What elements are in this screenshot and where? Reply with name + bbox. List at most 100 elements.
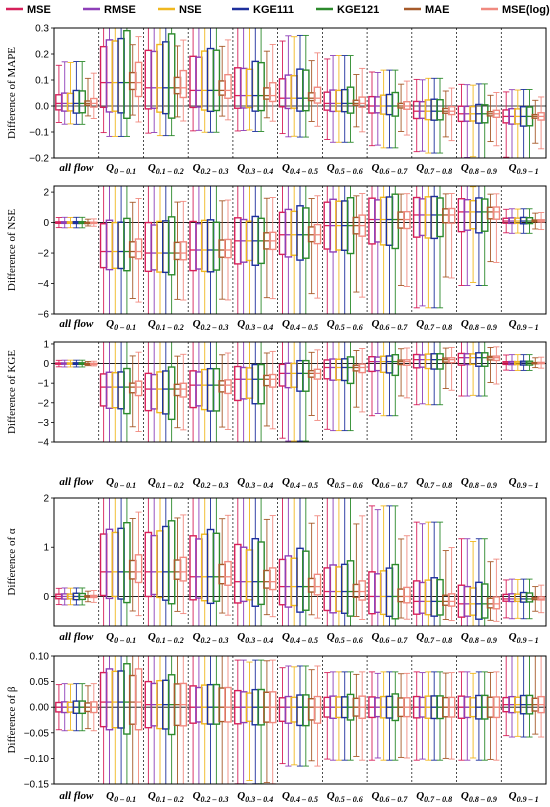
box-nse-cat5	[290, 497, 298, 627]
y-tick-label: 2	[43, 188, 49, 199]
y-axis-label: Difference of β	[6, 686, 18, 753]
box-kge121-cat9	[480, 185, 489, 286]
box-mse-cat7	[368, 341, 376, 417]
y-tick-label: 0.2	[35, 50, 49, 61]
box-rmse-cat10	[508, 655, 516, 738]
category-label: all flow	[59, 318, 94, 330]
box-mselog-cat8	[447, 193, 456, 279]
box-mse-cat6	[323, 341, 332, 430]
category-label: Q0.5 – 0.6	[327, 318, 363, 332]
box-mselog-cat10	[537, 96, 545, 150]
box-kge111-cat10	[519, 354, 528, 371]
box-mselog-cat6	[358, 67, 366, 133]
box-rmse-cat7	[374, 341, 382, 414]
legend-label-mse: MSE	[27, 4, 51, 16]
y-tick-label: 1	[43, 339, 49, 350]
box-mae-cat9	[486, 193, 495, 263]
box-rmse-cat9	[463, 341, 472, 397]
box-mselog-cat0	[90, 683, 98, 732]
category-label: Q0.6 – 0.7	[371, 790, 408, 804]
box-kge111-cat10	[519, 208, 528, 234]
box-mselog-cat5	[313, 665, 322, 767]
box-mselog-cat4	[268, 43, 277, 122]
y-tick-label: 2	[43, 494, 49, 505]
y-tick-label: −0.05	[24, 728, 50, 739]
box-mselog-cat1	[134, 511, 143, 617]
box-kge111-cat9	[475, 341, 483, 397]
box-mae-cat10	[531, 357, 540, 369]
y-tick-label: −0.2	[29, 154, 49, 165]
category-label: Q0.6 – 0.7	[371, 631, 408, 645]
box-mae-cat5	[307, 351, 316, 416]
box-mselog-cat5	[313, 349, 322, 421]
category-label: Q0.4 – 0.5	[282, 318, 318, 332]
category-label: all flow	[59, 476, 94, 488]
category-label: Q0.4 – 0.5	[282, 162, 318, 176]
box-mselog-cat5	[313, 515, 322, 619]
box-rmse-cat7	[374, 72, 382, 146]
box-mselog-cat9	[492, 92, 501, 147]
category-label: Q0.3 – 0.4	[237, 318, 273, 332]
box-kge111-cat6	[340, 671, 349, 761]
box-mse-cat10	[502, 354, 510, 371]
box-kge121-cat5	[302, 34, 310, 138]
category-label: Q0.4 – 0.5	[282, 790, 318, 804]
y-axis-label: Difference of MAPE	[6, 47, 18, 139]
box-mae-cat3	[218, 200, 226, 300]
box-rmse-cat5	[284, 341, 293, 442]
category-label: Q0.9 – 1	[509, 162, 539, 176]
box-kge111-cat7	[385, 341, 394, 417]
box-mselog-cat7	[403, 672, 411, 759]
category-label: Q0 – 0.1	[106, 318, 136, 332]
category-label: Q0.1 – 0.2	[148, 318, 184, 332]
category-label: Q0.9 – 1	[509, 631, 539, 645]
y-tick-label: −0.15	[24, 780, 50, 791]
box-kge111-cat5	[296, 34, 304, 138]
legend-label-nse: NSE	[179, 4, 202, 16]
y-tick-label: 0	[43, 359, 49, 370]
box-mselog-cat7	[403, 80, 411, 136]
category-label: Q0 – 0.1	[106, 476, 136, 490]
box-mselog-cat9	[492, 671, 501, 761]
category-label: Q0.2 – 0.3	[193, 162, 229, 176]
box-kge111-cat10	[519, 578, 528, 620]
category-label: Q0.8 – 0.9	[461, 318, 497, 332]
category-label: Q0.6 – 0.7	[371, 318, 408, 332]
box-mselog-cat0	[90, 72, 98, 119]
box-mae-cat8	[442, 193, 450, 278]
box-kge111-cat0	[72, 61, 81, 125]
category-label: Q0 – 0.1	[106, 631, 136, 645]
box-mse-cat10	[502, 655, 510, 737]
box-mselog-cat8	[447, 672, 456, 760]
y-tick-label: −0.10	[24, 754, 50, 765]
category-label: Q0.7 – 0.8	[416, 631, 452, 645]
category-label: Q0.9 – 1	[509, 790, 539, 804]
plot-frame	[53, 497, 547, 627]
plot-frame	[53, 655, 547, 785]
y-tick-label: −3	[38, 418, 50, 429]
category-label: Q0.5 – 0.6	[327, 162, 363, 176]
category-label: Q0.4 – 0.5	[282, 476, 318, 490]
category-label: all flow	[59, 790, 94, 802]
box-mselog-cat6	[358, 515, 366, 620]
box-mselog-cat7	[403, 347, 411, 399]
box-mae-cat3	[218, 518, 226, 614]
category-label: Q0.7 – 0.8	[416, 476, 452, 490]
box-nse-cat7	[379, 671, 388, 761]
box-mselog-cat0	[90, 218, 98, 227]
category-label: Q0.8 – 0.9	[461, 476, 497, 490]
box-mselog-cat5	[313, 195, 322, 299]
box-mselog-cat2	[179, 353, 188, 431]
y-tick-label: −4	[38, 279, 50, 290]
box-nse-cat7	[379, 341, 388, 417]
box-mse-cat0	[55, 587, 63, 606]
y-tick-label: −2	[38, 398, 50, 409]
box-kge111-cat6	[340, 341, 349, 432]
box-kge121-cat6	[346, 55, 355, 143]
category-label: Q0.3 – 0.4	[237, 162, 273, 176]
box-mselog-cat10	[537, 584, 545, 614]
y-tick-label: 0.3	[35, 24, 49, 35]
box-nse-cat6	[335, 341, 343, 432]
box-mselog-cat2	[179, 514, 188, 615]
